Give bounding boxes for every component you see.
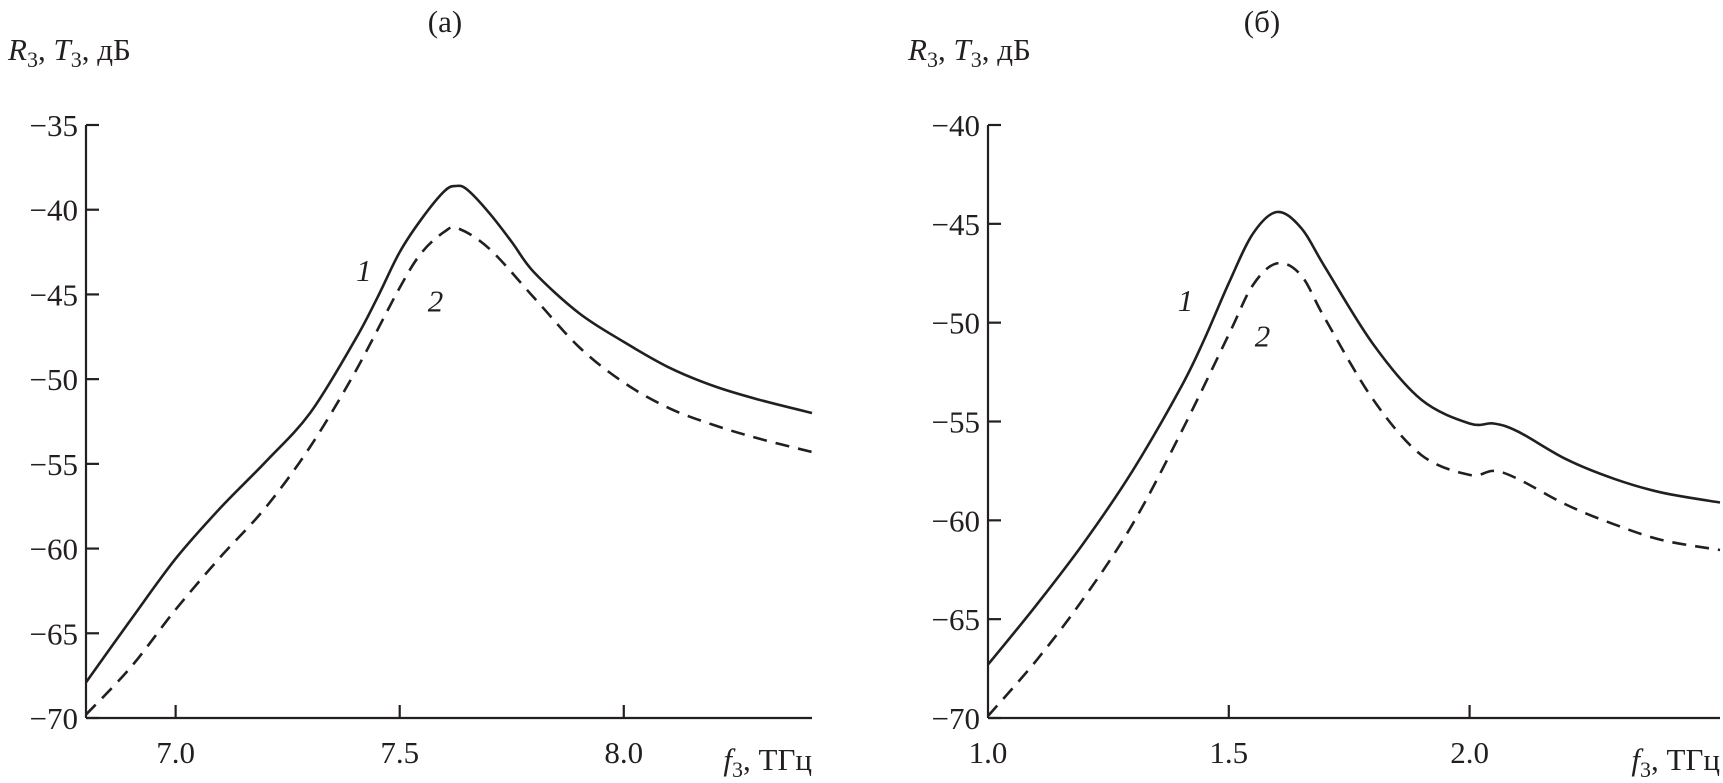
series-line-1 [84, 184, 813, 684]
panel-label: (б) [1244, 4, 1280, 39]
y-tick-label: −65 [932, 602, 980, 637]
y-tick-label: −55 [932, 405, 980, 440]
y-tick-label: −70 [932, 701, 980, 736]
y-axis-label: R3, T3, дБ [907, 32, 1031, 72]
y-axis-label-part: R [7, 32, 27, 67]
y-axis-label-part: , дБ [82, 32, 131, 67]
y-tick-label: −50 [30, 362, 78, 397]
x-axis-label: f3, ТГц [723, 742, 812, 782]
x-tick-label: 7.5 [380, 735, 419, 770]
x-axis-label-part: 3 [732, 757, 743, 782]
series-line-2 [987, 261, 1721, 717]
y-tick-label: −50 [932, 306, 980, 341]
x-tick-label: 8.0 [604, 735, 643, 770]
y-axis-label-part: 3 [927, 47, 938, 72]
series-label: 1 [1178, 283, 1194, 318]
x-axis-label-part: 3 [1640, 757, 1651, 782]
y-tick-label: −60 [30, 532, 78, 567]
x-axis-label: f3, ТГц [1631, 742, 1720, 782]
x-tick-label: 1.0 [969, 735, 1008, 770]
y-tick-label: −65 [30, 616, 78, 651]
y-axis-label-part: 3 [971, 47, 982, 72]
y-axis-label: R3, T3, дБ [7, 32, 131, 72]
x-tick-label: 1.5 [1209, 735, 1248, 770]
y-tick-label: −45 [30, 277, 78, 312]
y-axis-label-part: 3 [71, 47, 82, 72]
x-tick-label: 7.0 [156, 735, 195, 770]
series-label: 2 [1255, 318, 1271, 353]
series-line-1 [986, 210, 1721, 666]
series-line-2 [85, 225, 813, 716]
y-tick-label: −40 [30, 193, 78, 228]
series-label: 1 [356, 253, 372, 288]
y-tick-label: −55 [30, 447, 78, 482]
y-tick-label: −35 [30, 108, 78, 143]
y-tick-label: −70 [30, 701, 78, 736]
y-axis-label-part: T [53, 32, 73, 67]
x-tick-label: 2.0 [1450, 735, 1489, 770]
series-label: 2 [428, 283, 444, 318]
panel-label: (а) [428, 4, 462, 39]
y-axis-label-part: , дБ [982, 32, 1031, 67]
x-axis-label-part: , ТГц [1651, 742, 1720, 777]
y-axis-label-part: 3 [27, 47, 38, 72]
y-tick-label: −40 [932, 108, 980, 143]
y-tick-label: −45 [932, 207, 980, 242]
x-axis-label-part: , ТГц [743, 742, 812, 777]
y-axis-label-part: R [907, 32, 927, 67]
y-tick-label: −60 [932, 503, 980, 538]
y-axis-label-part: T [953, 32, 973, 67]
y-axis-label-part: , [938, 32, 954, 67]
y-axis-label-part: , [38, 32, 54, 67]
